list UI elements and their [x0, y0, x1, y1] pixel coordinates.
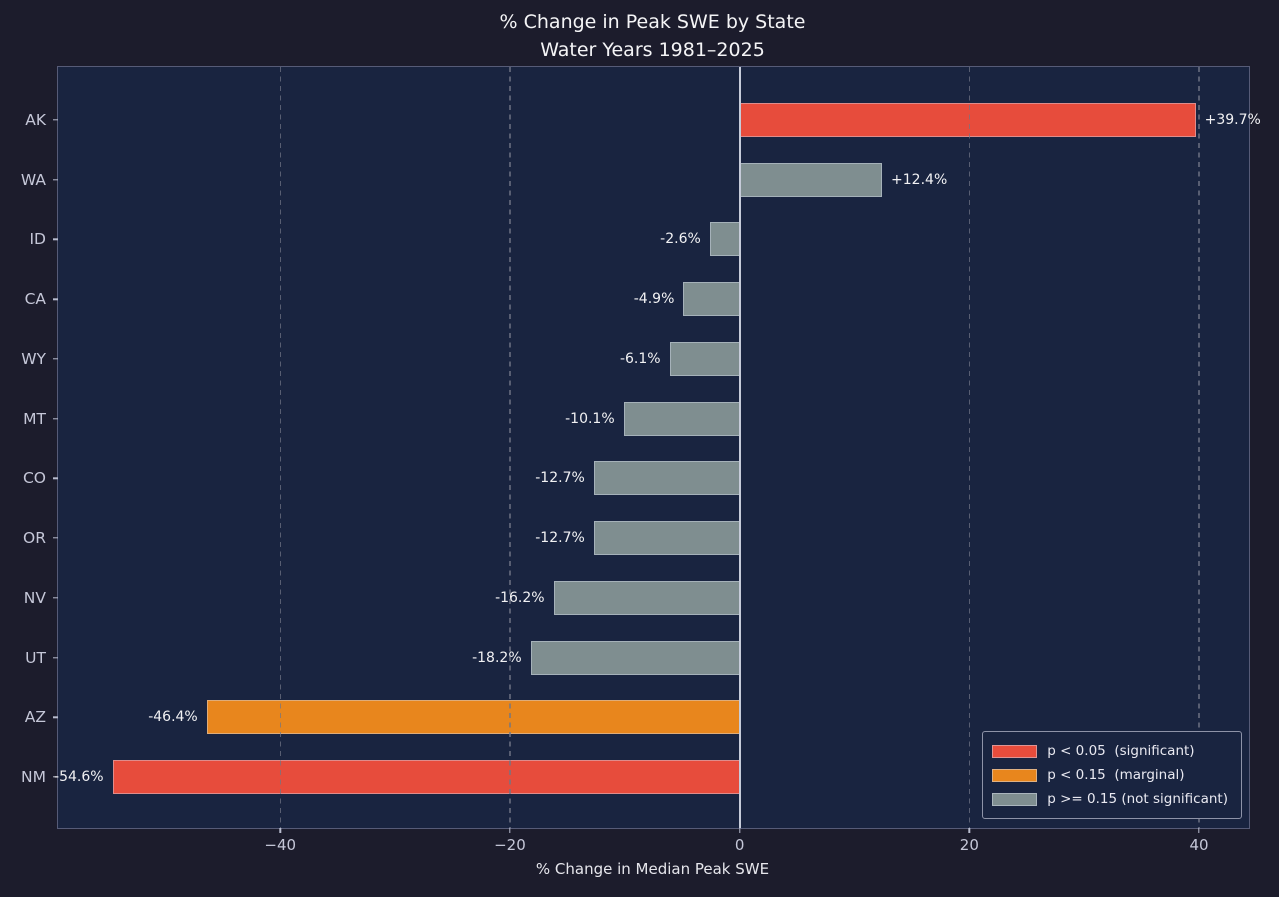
y-tick-label-CO: CO: [22, 469, 46, 488]
bar-CO: [593, 461, 740, 496]
y-tick-mark-AZ: [53, 716, 58, 718]
legend-label-not_significant: p >= 0.15 (not significant): [1047, 791, 1228, 807]
bar-value-AZ: -46.4%: [148, 709, 198, 726]
y-tick-mark-WY: [53, 358, 58, 360]
x-tick-mark--20: [509, 828, 511, 833]
chart-title: % Change in Peak SWE by State Water Year…: [57, 9, 1248, 64]
bar-value-AK: +39.7%: [1204, 112, 1261, 128]
y-tick-label-WA: WA: [20, 170, 46, 189]
bar-value-NM: -54.6%: [54, 768, 104, 785]
legend-label-significant: p < 0.05 (significant): [1047, 743, 1195, 759]
bar-value-CA: -4.9%: [633, 291, 675, 308]
chart-title-line1: % Change in Peak SWE by State: [499, 11, 806, 33]
y-tick-label-UT: UT: [25, 648, 46, 667]
y-tick-mark-WA: [53, 179, 58, 181]
y-tick-label-AZ: AZ: [24, 708, 46, 727]
y-tick-mark-CO: [53, 477, 58, 480]
zero-line: [738, 67, 741, 828]
y-tick-label-OR: OR: [23, 529, 46, 548]
bar-OR: [593, 521, 740, 556]
legend-item-marginal: p < 0.15 (marginal): [992, 763, 1228, 787]
y-tick-label-AK: AK: [25, 111, 46, 129]
legend-swatch-marginal: [992, 768, 1038, 782]
bar-CA: [683, 282, 740, 317]
x-tick-label--20: −20: [494, 836, 526, 854]
x-tick-mark--40: [279, 828, 281, 833]
bar-value-MT: -10.1%: [565, 410, 615, 427]
legend-box: p < 0.05 (significant) p < 0.15 (marginal…: [982, 731, 1242, 819]
y-tick-mark-OR: [53, 537, 58, 539]
bar-ID: [709, 222, 740, 257]
bar-WA: [739, 162, 883, 197]
legend-item-not_significant: p >= 0.15 (not significant): [992, 787, 1228, 811]
y-tick-mark-CA: [53, 298, 58, 300]
y-tick-label-CA: CA: [24, 290, 46, 309]
y-tick-mark-UT: [53, 656, 58, 659]
y-tick-mark-NV: [53, 597, 58, 599]
y-tick-label-WY: WY: [21, 349, 46, 368]
y-tick-mark-MT: [53, 417, 58, 420]
x-axis-label: % Change in Median Peak SWE: [535, 860, 770, 878]
y-tick-mark-NM: [53, 776, 58, 778]
x-tick-mark-20: [968, 828, 971, 833]
legend-swatch-not_significant: [992, 792, 1038, 806]
bar-MT: [623, 401, 740, 436]
y-tick-label-ID: ID: [29, 230, 46, 249]
x-tick-mark-40: [1198, 828, 1200, 833]
bar-WY: [669, 341, 740, 376]
bar-UT: [530, 640, 740, 675]
y-tick-mark-AK: [53, 119, 58, 121]
bar-AK: [739, 103, 1196, 137]
bar-value-UT: -18.2%: [472, 649, 522, 666]
bar-NV: [553, 580, 740, 615]
legend-swatch-significant: [992, 744, 1038, 758]
plot-area: −40 −20 0 20 40 +39.7% AK +12.4% WA -2.6% ID -4.9% C…: [21, 66, 1261, 854]
grid-line--40: [279, 67, 281, 828]
bar-NM: [112, 759, 740, 794]
x-tick-mark-0: [738, 828, 741, 833]
x-tick-label-20: 20: [959, 836, 979, 854]
bar-value-NV: -16.2%: [495, 589, 545, 606]
chart-title-line2: Water Years 1981–2025: [540, 38, 765, 61]
grid-line-20: [968, 67, 971, 828]
bar-value-OR: -12.7%: [535, 530, 585, 547]
x-tick-label-40: 40: [1189, 836, 1209, 854]
grid-line-40: [1198, 67, 1200, 828]
x-tick-label--40: −40: [264, 836, 297, 854]
bar-value-CO: -12.7%: [535, 470, 585, 487]
bar-value-WY: -6.1%: [619, 350, 661, 367]
legend-label-marginal: p < 0.15 (marginal): [1047, 767, 1185, 783]
legend-item-significant: p < 0.05 (significant): [992, 739, 1228, 763]
bar-value-WA: +12.4%: [891, 171, 948, 188]
bar-AZ: [206, 700, 740, 735]
grid-line--20: [509, 67, 511, 828]
y-tick-label-MT: MT: [23, 409, 46, 428]
y-tick-label-NM: NM: [21, 767, 46, 786]
y-tick-mark-ID: [53, 238, 58, 241]
bar-value-ID: -2.6%: [660, 231, 701, 248]
x-tick-label-0: 0: [734, 836, 745, 854]
y-tick-label-NV: NV: [23, 588, 46, 607]
